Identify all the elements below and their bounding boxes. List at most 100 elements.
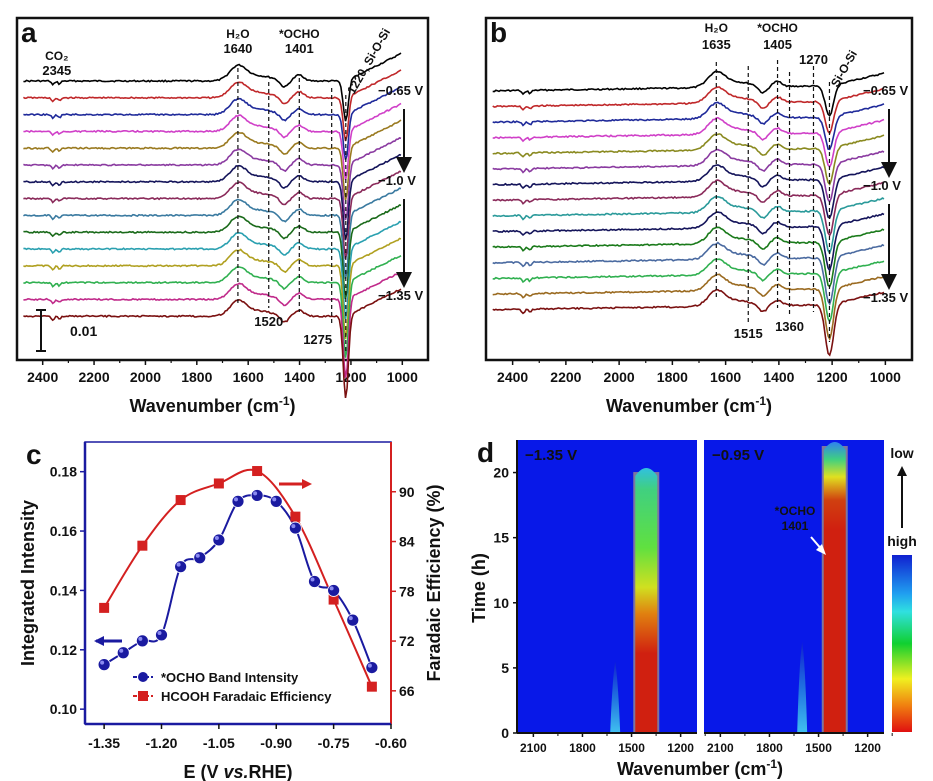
y-right-tick-label: 84 — [399, 534, 415, 550]
x-tick-label: -1.35 — [88, 735, 120, 751]
spectrum-line-10 — [23, 204, 402, 300]
voltage-label: −0.65 V — [378, 83, 424, 98]
data-point-highlight — [272, 497, 277, 502]
data-point-highlight — [329, 586, 334, 591]
peak-label-value: 1270 — [799, 52, 828, 67]
y-tick-label: 0.12 — [50, 642, 77, 658]
arrow-up-icon-head — [897, 466, 907, 476]
x-tick-label: 1500 — [618, 741, 645, 755]
heatmap-2: −0.95 V 2100 1800 1500 1200 — [704, 440, 893, 755]
peak-label-value: 1520 — [254, 314, 283, 329]
voltage-label: −0.65 V — [863, 83, 909, 98]
ocho-data-point — [346, 613, 360, 627]
spectrum-line-13 — [492, 258, 885, 324]
spectrum-line-8 — [492, 179, 885, 237]
x-axis-label: Wavenumber (cm-1) — [617, 757, 783, 779]
spectrum-line-14 — [492, 273, 885, 342]
ocho-data-point — [212, 533, 226, 547]
heatmap-1: −1.35 V 2100 1800 1500 1200 — [517, 440, 706, 755]
ocho-data-point — [269, 494, 283, 508]
weak-band — [610, 661, 621, 733]
y-tick-label: 0.14 — [50, 582, 77, 598]
peak-label-name: *OCHO — [279, 27, 320, 41]
data-point-highlight — [214, 535, 219, 540]
x-tick-label: 1200 — [854, 741, 881, 755]
annotation-arrow-head — [816, 544, 826, 555]
voltage-label: −1.35 V — [863, 290, 909, 305]
x-tick-label: 1800 — [569, 741, 596, 755]
spectrum-line-6 — [492, 148, 885, 204]
x-tick-label: -1.20 — [146, 735, 178, 751]
peak-label-value: 1635 — [702, 37, 731, 52]
data-point-highlight — [195, 553, 200, 558]
panel-c: c -1.35 -1.20 -1.05 -0.90 -0.75 -0.60 0.10 0.12 0… — [18, 439, 444, 781]
x-tick-label: 1500 — [805, 741, 832, 755]
ocho-band — [823, 442, 846, 733]
x-tick-label: 1800 — [181, 369, 212, 385]
annotation-label: 1401 — [782, 519, 809, 533]
data-point-highlight — [100, 660, 105, 665]
x-tick-label: -0.60 — [375, 735, 407, 751]
x-tick-label: -0.75 — [318, 735, 350, 751]
spectrum-line-1 — [492, 69, 885, 117]
ocho-data-point — [116, 646, 130, 660]
x-tick-label: 2400 — [27, 369, 58, 385]
fe-data-point — [175, 495, 186, 506]
ocho-data-point — [231, 494, 245, 508]
x-axis-label: E (V vs.RHE) — [183, 762, 292, 781]
y-right-tick-label: 78 — [399, 583, 415, 599]
data-point-highlight — [367, 663, 372, 668]
peak-label-value: 1360 — [775, 319, 804, 334]
spectrum-line-7 — [492, 164, 885, 219]
spectrum-line-11 — [492, 226, 885, 288]
arrow-left-icon-head — [94, 636, 104, 646]
spectrum-line-5 — [492, 133, 885, 186]
heatmap-background — [517, 440, 697, 733]
y-tick-label: 5 — [501, 660, 509, 676]
data-point-highlight — [234, 497, 238, 502]
y-tick-label: 10 — [493, 595, 509, 611]
x-axis-label: Wavenumber (cm-1) — [606, 394, 772, 416]
spectrum-line-3 — [23, 85, 402, 161]
data-point-highlight — [157, 630, 162, 635]
arrow-right-icon-head — [302, 479, 312, 489]
heatmap-voltage-label: −1.35 V — [525, 447, 577, 464]
ocho-data-point — [135, 634, 149, 648]
ocho-data-point — [365, 661, 379, 674]
x-tick-label: 1800 — [756, 741, 783, 755]
y-right-tick-label: 72 — [399, 633, 415, 649]
y-tick-label: 0.16 — [50, 523, 77, 539]
x-tick-label: 1000 — [870, 369, 901, 385]
fe-data-point — [99, 602, 110, 613]
data-point-highlight — [138, 636, 143, 641]
legend-marker-ocho — [138, 672, 148, 682]
fe-data-point — [290, 511, 301, 522]
peak-label-name: H₂O — [705, 21, 728, 35]
spectrum-line-1 — [23, 52, 402, 122]
x-tick-label: 1400 — [284, 369, 315, 385]
colorbar-low-label: low — [890, 445, 913, 461]
spectrum-line-9 — [23, 187, 402, 279]
ocho-data-point — [193, 551, 207, 565]
y-right-axis-label: Faradaic Efficiency (%) — [424, 484, 444, 681]
peak-label-name: H₂O — [226, 27, 249, 41]
peak-label-value: 1405 — [763, 37, 792, 52]
fe-data-point — [328, 594, 339, 605]
x-tick-label: -1.05 — [203, 735, 235, 751]
spectrum-line-12 — [492, 241, 885, 306]
data-point-highlight — [176, 562, 181, 567]
spectrum-line-15 — [23, 288, 402, 399]
panel-d: d −1.35 V 2100 1800 1500 1200 −0.95 V 2100 1800 1… — [469, 437, 917, 779]
x-axis-label: Wavenumber (cm-1) — [129, 394, 295, 416]
heatmap-background — [704, 440, 884, 733]
spectrum-line-4 — [492, 116, 885, 169]
y-right-tick-label: 66 — [399, 683, 415, 699]
spectrum-line-14 — [23, 271, 402, 378]
spectrum-line-8 — [23, 170, 402, 259]
voltage-label: −1.35 V — [378, 288, 424, 303]
spectrum-line-2 — [22, 69, 402, 142]
peak-label-value: 1401 — [285, 41, 314, 56]
panel-label: c — [26, 439, 42, 470]
legend-marker-fe — [138, 691, 148, 701]
ocho-data-point — [174, 560, 188, 574]
